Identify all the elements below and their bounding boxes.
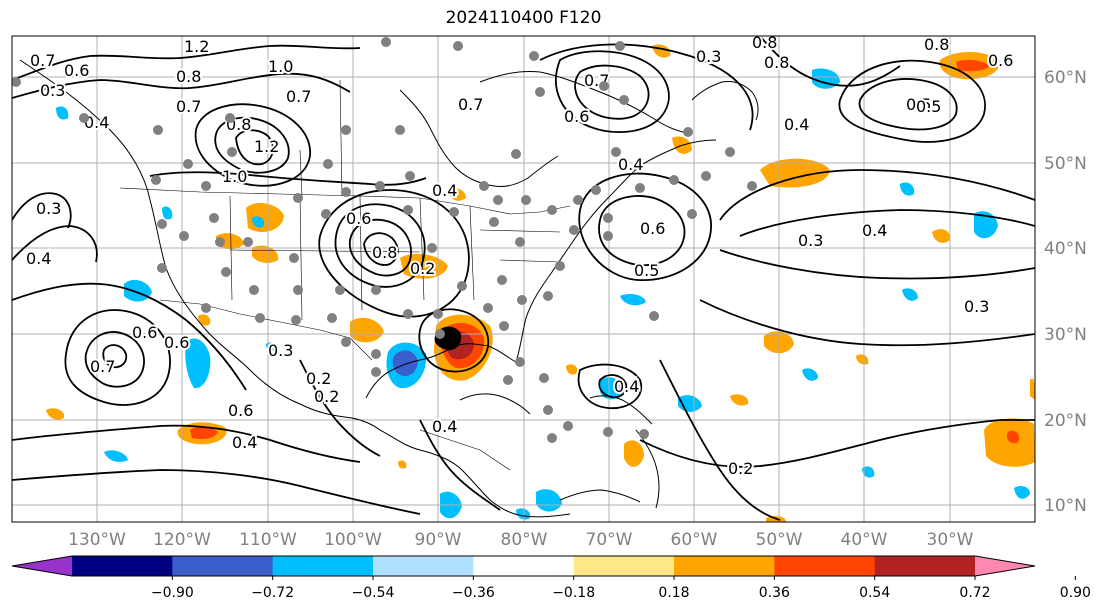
contour-label: 0.3 [268,341,293,360]
contour-label: 0.6 [164,333,189,352]
contour-label: 0.5 [634,261,659,280]
map-panel: 1.2 0.7 0.6 0.8 1.0 0.7 0.3 0.8 0.7 0.8 … [12,33,1035,522]
contour-label: 0.2 [314,387,339,406]
contour-label: 0.8 [752,33,777,52]
lon-label: 70°W [586,530,633,550]
contour-label: 1.2 [254,137,279,156]
map-title: 2024110400 F120 [445,8,602,28]
colorbar-tick-label: 0.54 [859,585,890,601]
contour-label: 0.6 [132,323,157,342]
contour-label: 0.7 [286,87,311,106]
lat-label: 50°N [1044,154,1087,174]
lon-label: 50°W [756,530,803,550]
contour-label: 0.2 [306,369,331,388]
lon-label: 80°W [501,530,548,550]
contours [12,36,1035,521]
latitude-labels: 60°N 50°N 40°N 30°N 20°N 10°N [1044,68,1087,516]
shading-negative [56,68,1030,520]
contour-label: 0.3 [696,47,721,66]
colorbar-bin [373,556,474,576]
colorbar-tick-label: 0.36 [759,585,790,601]
colorbar-tick-label: 0.90 [1060,585,1091,601]
lon-label: 90°W [415,530,462,550]
contour-label: 0.6 [640,219,665,238]
longitude-labels: 130°W 120°W 110°W 100°W 90°W 80°W 70°W 6… [68,530,974,550]
contour-label: 0.4 [618,155,643,174]
contour-label: 0.7 [90,357,115,376]
colorbar-under-arrow [12,556,72,576]
lon-label: 60°W [671,530,718,550]
contour-label: 1.2 [184,37,209,56]
colorbar-tick-label: −0.18 [552,585,595,601]
colorbar-tick-label: −0.72 [251,585,294,601]
lon-label: 30°W [927,530,974,550]
contour-label: 0.7 [176,97,201,116]
coastlines [19,59,759,518]
lon-label: 40°W [841,530,888,550]
colorbar-bin [72,556,173,576]
colorbar-tick-label: 0.18 [658,585,689,601]
contour-label: 0.3 [40,81,65,100]
contour-label: 0.6 [564,107,589,126]
contour-label: 0.7 [30,51,55,70]
colorbar-tick-label: −0.54 [352,585,395,601]
contour-label: 0.4 [614,377,639,396]
colorbar-bin [573,556,675,576]
contour-label: 0.6 [988,51,1013,70]
contour-label: 0.3 [36,199,61,218]
contour-label: 0.6 [228,401,253,420]
colorbar-tick-label: 0.72 [959,585,990,601]
map-frame [11,35,1036,523]
borders [119,79,571,471]
contour-label: 0.5 [906,95,931,114]
contour-label: 0.4 [84,113,109,132]
colorbar-tick-label: −0.90 [151,585,194,601]
contour-label: 0.8 [372,243,397,262]
contour-label: 0.4 [862,221,887,240]
lat-label: 20°N [1044,411,1087,431]
colorbar-bin [272,556,374,576]
lon-label: 130°W [68,530,126,550]
lat-label: 60°N [1044,68,1087,88]
contour-label: 0.4 [232,433,257,452]
gridlines [12,36,1035,522]
colorbar-tick-label: −0.36 [452,585,495,601]
lat-label: 30°N [1044,325,1087,345]
contour-label: 0.8 [764,53,789,72]
contour-label: 0.6 [64,61,89,80]
colorbar-outline [11,555,1036,577]
lon-label: 120°W [153,530,211,550]
colorbar-bin [674,556,775,576]
contour-label: 1.0 [222,167,247,186]
contour-label: 0.6 [346,209,371,228]
colorbar-bin [473,556,575,576]
colorbar-bin [874,556,976,576]
contour-label: 0.3 [798,231,823,250]
lon-label: 100°W [324,530,382,550]
colorbar-over-arrow [975,556,1035,576]
contour-label: 0.5 [916,97,941,116]
contour-label: 0.4 [432,417,457,436]
contour-label: 0.4 [432,181,457,200]
colorbar-bin [774,556,876,576]
contour-label: 1.0 [268,57,293,76]
colorbar-bin [172,556,274,576]
contour-label: 0.7 [458,95,483,114]
lat-label: 40°N [1044,239,1087,259]
contour-label: 0.8 [924,35,949,54]
lon-label: 110°W [239,530,297,550]
contour-label: 0.3 [964,297,989,316]
contour-label: 0.2 [728,459,753,478]
lat-label: 10°N [1044,496,1087,516]
station-markers [12,37,757,443]
contour-label: 0.4 [26,249,51,268]
contour-label: 0.2 [410,259,435,278]
contour-label: 0.4 [784,115,809,134]
colorbar: −0.90 −0.72 −0.54 −0.36 −0.18 0.18 0.36 0.54 0.7… [11,555,1091,601]
contour-label: 0.8 [176,67,201,86]
